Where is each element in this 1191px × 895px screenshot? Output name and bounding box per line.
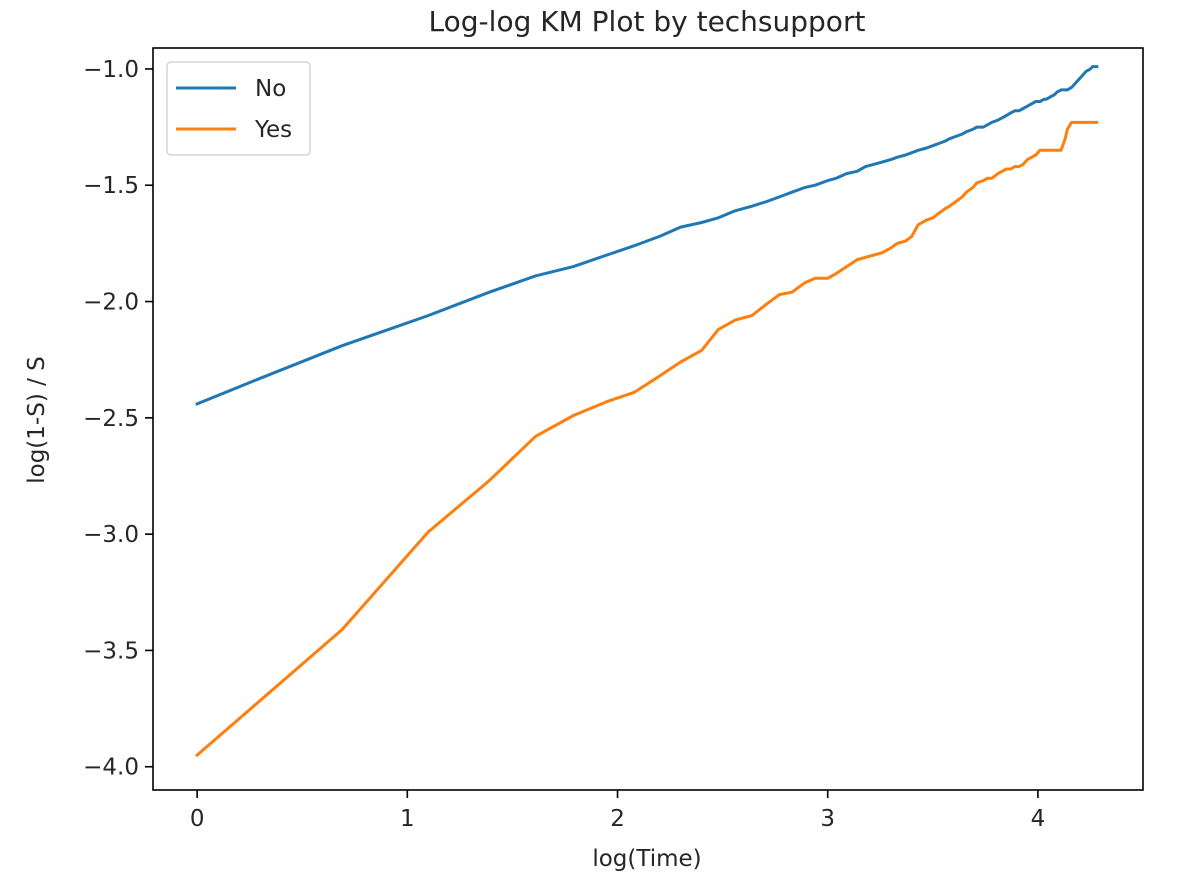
y-tick-label: −3.0	[83, 522, 139, 548]
series-line-yes	[194, 120, 1099, 758]
plot-frame	[152, 47, 1144, 791]
x-tick-label: 2	[610, 806, 625, 832]
x-axis-label: log(Time)	[592, 846, 701, 872]
y-tick-label: −2.5	[83, 406, 139, 432]
legend-box	[166, 61, 311, 156]
x-tick-label: 3	[820, 806, 835, 832]
x-axis: 0 1 2 3 4	[190, 790, 1045, 832]
legend: No Yes	[166, 61, 311, 156]
x-tick-label: 1	[400, 806, 415, 832]
y-tick-label: −3.5	[83, 638, 139, 664]
legend-label-no: No	[255, 76, 286, 102]
y-axis-label: log(1-S) / S	[24, 356, 50, 484]
x-tick-label: 4	[1031, 806, 1046, 832]
y-tick-label: −4.0	[83, 755, 139, 781]
y-tick-label: −2.0	[83, 290, 139, 316]
series-layer	[194, 65, 1099, 758]
chart-title: Log-log KM Plot by techsupport	[429, 5, 866, 38]
y-tick-label: −1.0	[83, 57, 139, 83]
y-tick-label: −1.5	[83, 173, 139, 199]
y-axis: −1.0 −1.5 −2.0 −2.5 −3.0 −3.5 −4.0	[83, 57, 153, 781]
series-line-no	[195, 65, 1099, 406]
x-tick-label: 0	[190, 806, 205, 832]
legend-label-yes: Yes	[254, 117, 292, 143]
